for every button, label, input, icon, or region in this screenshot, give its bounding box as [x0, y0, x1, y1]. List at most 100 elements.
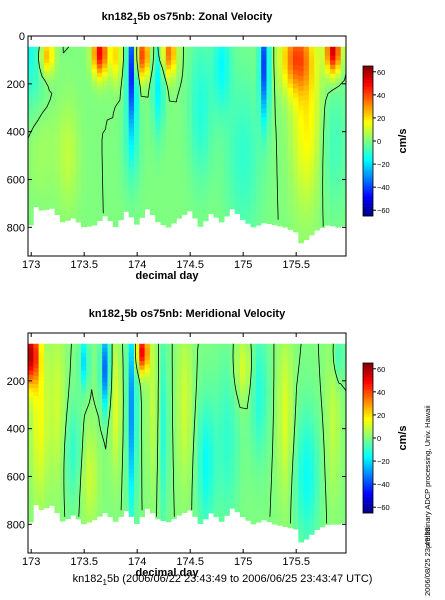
heatmap-cell	[208, 134, 214, 139]
heatmap-cell	[282, 494, 289, 500]
heatmap-cell	[59, 441, 66, 447]
heatmap-cell	[324, 144, 331, 150]
heatmap-cell	[75, 200, 82, 205]
heatmap-cell	[149, 360, 156, 366]
heatmap-cell	[224, 101, 230, 107]
heatmap-cell	[91, 361, 98, 367]
heatmap-cell	[65, 457, 71, 463]
heatmap-cell	[330, 91, 336, 97]
heatmap-cell	[213, 166, 220, 171]
heatmap-cell	[134, 139, 140, 145]
heatmap-cell	[314, 524, 320, 530]
heatmap-cell	[187, 456, 193, 461]
y-tick-label: 600	[7, 174, 25, 186]
heatmap-cell	[266, 205, 273, 211]
heatmap-cell	[65, 176, 71, 182]
heatmap-cell	[160, 458, 167, 464]
heatmap-cell	[123, 79, 130, 85]
heatmap-cell	[155, 73, 161, 78]
heatmap-cell	[213, 499, 220, 505]
heatmap-cell	[86, 199, 92, 205]
heatmap-cell	[33, 102, 39, 108]
heatmap-cell	[330, 113, 336, 119]
heatmap-cell	[43, 372, 50, 377]
heatmap-cell	[134, 465, 140, 471]
heatmap-cell	[202, 55, 209, 61]
heatmap-cell	[340, 442, 347, 448]
heatmap-cell	[208, 121, 214, 127]
heatmap-cell	[28, 153, 34, 159]
heatmap-cell	[271, 149, 278, 154]
heatmap-cell	[229, 131, 236, 137]
heatmap-cell	[314, 225, 320, 231]
heatmap-cell	[33, 122, 39, 128]
heatmap-cell	[224, 67, 230, 73]
heatmap-cell	[240, 469, 246, 474]
heatmap-cell	[107, 107, 114, 113]
heatmap-cell	[218, 125, 225, 131]
heatmap-cell	[139, 399, 145, 405]
heatmap-cell	[176, 497, 183, 503]
heatmap-cell	[245, 205, 251, 211]
colorbar-swatch	[363, 185, 373, 189]
heatmap-cell	[319, 522, 326, 528]
heatmap-cell	[81, 388, 87, 394]
heatmap-cell	[176, 111, 183, 116]
heatmap-cell	[282, 78, 289, 84]
colorbar-swatch	[363, 452, 373, 455]
heatmap-cell	[75, 217, 82, 223]
heatmap-cell	[303, 99, 310, 106]
heatmap-cell	[224, 485, 230, 491]
heatmap-cell	[293, 116, 299, 122]
heatmap-cell	[96, 55, 103, 61]
heatmap-cell	[240, 399, 246, 405]
heatmap-cell	[91, 51, 98, 57]
heatmap-cell	[107, 490, 114, 496]
colorbar-swatch	[363, 101, 373, 104]
heatmap-cell	[118, 198, 124, 203]
heatmap-cell	[33, 408, 39, 413]
heatmap-cell	[160, 55, 167, 61]
heatmap-cell	[298, 368, 304, 374]
heatmap-cell	[202, 475, 209, 480]
heatmap-cell	[298, 198, 304, 205]
heatmap-cell	[261, 125, 267, 131]
heatmap-cell	[65, 98, 71, 104]
heatmap-cell	[229, 401, 236, 406]
heatmap-cell	[197, 361, 204, 367]
heatmap-cell	[128, 59, 135, 65]
heatmap-cell	[255, 122, 262, 128]
heatmap-cell	[165, 423, 172, 429]
heatmap-cell	[261, 444, 267, 450]
heatmap-cell	[293, 459, 299, 465]
heatmap-cell	[229, 79, 236, 84]
heatmap-cell	[118, 202, 124, 208]
heatmap-cell	[240, 499, 246, 505]
heatmap-cell	[28, 171, 34, 177]
heatmap-cell	[255, 162, 262, 168]
heatmap-cell	[208, 504, 214, 510]
heatmap-cell	[28, 95, 34, 101]
heatmap-cell	[149, 59, 156, 64]
heatmap-cell	[245, 370, 251, 376]
heatmap-cell	[250, 393, 257, 399]
heatmap-cell	[128, 119, 135, 124]
heatmap-cell	[70, 81, 77, 86]
heatmap-cell	[266, 459, 273, 465]
heatmap-cell	[250, 96, 257, 102]
heatmap-cell	[261, 183, 267, 188]
heatmap-cell	[59, 191, 66, 196]
heatmap-cell	[245, 46, 251, 52]
heatmap-cell	[224, 348, 230, 353]
heatmap-cell	[250, 208, 257, 214]
heatmap-cell	[49, 91, 55, 96]
heatmap-cell	[298, 100, 304, 106]
heatmap-cell	[33, 351, 39, 357]
heatmap-cell	[303, 421, 310, 428]
heatmap-cell	[197, 136, 204, 142]
heatmap-cell	[165, 508, 172, 514]
colorbar-tick-label: −60	[377, 206, 390, 215]
heatmap-cell	[139, 68, 145, 73]
heatmap-cell	[218, 352, 225, 358]
heatmap-cell	[293, 487, 299, 493]
